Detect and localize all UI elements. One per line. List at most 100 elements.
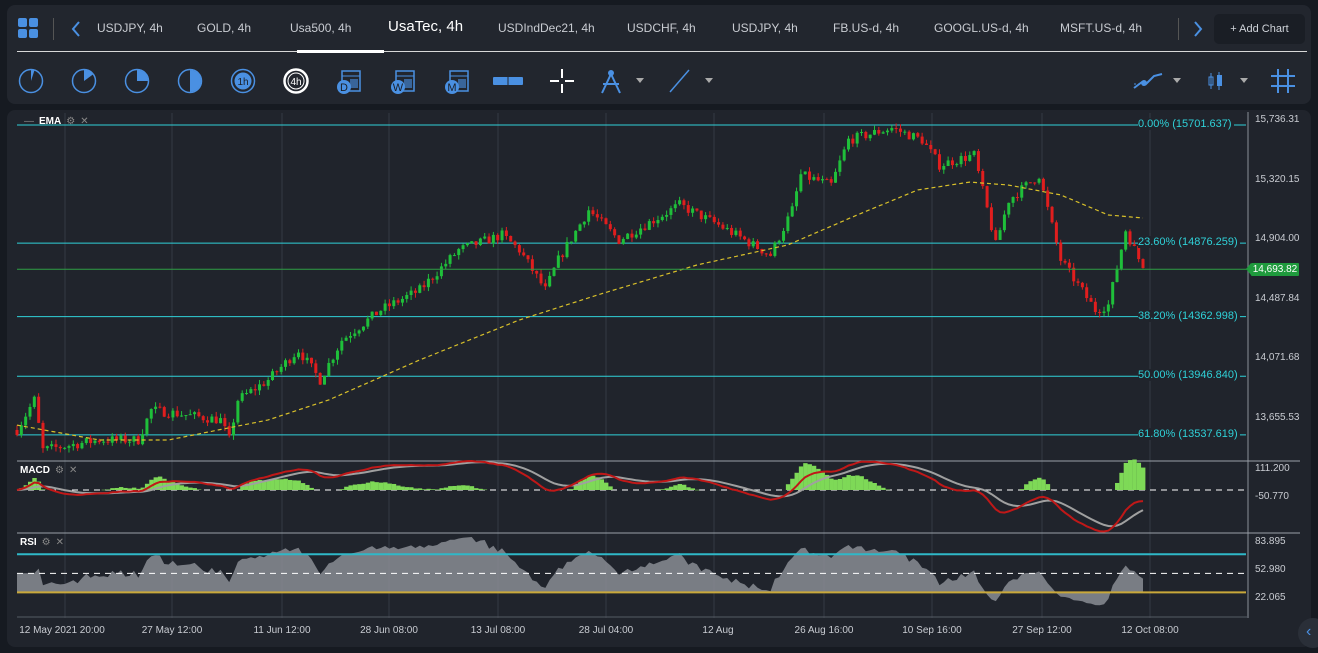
candle[interactable] <box>171 410 175 418</box>
candle[interactable] <box>188 414 192 416</box>
candle[interactable] <box>197 412 201 417</box>
candle[interactable] <box>54 444 58 447</box>
candle[interactable] <box>340 340 344 351</box>
candle[interactable] <box>734 230 738 235</box>
candle[interactable] <box>1141 259 1145 268</box>
candle[interactable] <box>145 418 149 435</box>
candle[interactable] <box>193 412 197 415</box>
candle[interactable] <box>258 384 262 391</box>
candle[interactable] <box>1007 202 1011 215</box>
candle[interactable] <box>314 363 318 373</box>
candle[interactable] <box>154 406 158 409</box>
candle[interactable] <box>63 447 67 449</box>
candle[interactable] <box>67 446 71 448</box>
candle[interactable] <box>1098 311 1102 313</box>
candle[interactable] <box>1020 185 1024 198</box>
candle[interactable] <box>903 131 907 133</box>
candle[interactable] <box>669 208 673 215</box>
candle[interactable] <box>877 130 881 134</box>
candle[interactable] <box>1128 231 1132 245</box>
line-tool-icon[interactable] <box>664 65 696 97</box>
candle[interactable] <box>643 228 647 230</box>
candle[interactable] <box>344 337 348 341</box>
candle[interactable] <box>275 371 279 373</box>
candle[interactable] <box>1054 222 1058 243</box>
candle[interactable] <box>682 200 686 206</box>
candle[interactable] <box>461 245 465 250</box>
candle[interactable] <box>1102 311 1106 313</box>
candle[interactable] <box>1046 190 1050 207</box>
candle[interactable] <box>219 418 223 424</box>
compass-icon[interactable] <box>595 65 627 97</box>
candle[interactable] <box>24 416 28 426</box>
candle[interactable] <box>569 241 573 243</box>
candle[interactable] <box>1119 249 1123 269</box>
candle[interactable] <box>418 285 422 293</box>
candle[interactable] <box>1072 267 1076 282</box>
candle[interactable] <box>717 222 721 225</box>
candle[interactable] <box>487 236 491 244</box>
candle[interactable] <box>1050 206 1054 223</box>
timeframe-m-button[interactable]: M <box>443 67 471 95</box>
candle[interactable] <box>158 406 162 408</box>
candle[interactable] <box>1033 182 1037 184</box>
crosshair-icon[interactable] <box>546 65 578 97</box>
candle[interactable] <box>799 174 803 192</box>
candle[interactable] <box>1080 282 1084 288</box>
candle[interactable] <box>132 436 136 442</box>
candle[interactable] <box>613 229 617 236</box>
tab-fb[interactable]: FB.US-d, 4h <box>833 21 900 35</box>
candle[interactable] <box>639 228 643 235</box>
candle[interactable] <box>890 128 894 131</box>
candle[interactable] <box>721 224 725 229</box>
tab-usdjpy[interactable]: USDJPY, 4h <box>97 21 163 35</box>
candle[interactable] <box>37 396 41 423</box>
candle[interactable] <box>543 283 547 287</box>
candle[interactable] <box>19 425 23 435</box>
candle[interactable] <box>80 442 84 449</box>
candle[interactable] <box>652 221 656 224</box>
tab-googl[interactable]: GOOGL.US-d, 4h <box>934 21 1029 35</box>
candle[interactable] <box>1085 287 1089 299</box>
candle[interactable] <box>400 298 404 303</box>
candle[interactable] <box>712 216 716 223</box>
timeframe-w-button[interactable]: W <box>389 67 417 95</box>
candle[interactable] <box>795 191 799 207</box>
candle[interactable] <box>206 420 210 423</box>
candle[interactable] <box>353 333 357 337</box>
tab-usatec[interactable]: UsaTec, 4h <box>388 18 464 35</box>
candle[interactable] <box>405 295 409 299</box>
candle[interactable] <box>93 440 97 444</box>
candle[interactable] <box>872 130 876 135</box>
candle[interactable] <box>782 230 786 241</box>
candle[interactable] <box>1115 268 1119 283</box>
candle[interactable] <box>106 441 110 443</box>
tab-usdinddec21[interactable]: USDIndDec21, 4h <box>498 21 595 35</box>
candle[interactable] <box>933 149 937 155</box>
chevron-left-icon[interactable] <box>69 19 83 39</box>
candle[interactable] <box>929 144 933 150</box>
candle[interactable] <box>1137 245 1141 260</box>
candle[interactable] <box>413 290 417 293</box>
candle[interactable] <box>855 132 859 144</box>
candle[interactable] <box>236 400 240 423</box>
candle[interactable] <box>444 263 448 267</box>
tab-usa500[interactable]: Usa500, 4h <box>290 21 352 35</box>
candle[interactable] <box>474 241 478 246</box>
candle[interactable] <box>578 224 582 231</box>
candle[interactable] <box>1011 197 1015 203</box>
candle[interactable] <box>604 218 608 225</box>
dropdown-arrow-icon[interactable] <box>1228 65 1260 97</box>
candle[interactable] <box>743 236 747 240</box>
candle[interactable] <box>552 267 556 276</box>
candle[interactable] <box>548 275 552 287</box>
candle[interactable] <box>409 290 413 296</box>
candle[interactable] <box>665 214 669 217</box>
close-icon[interactable]: ✕ <box>80 116 89 127</box>
candle[interactable] <box>582 221 586 225</box>
candle[interactable] <box>210 416 214 423</box>
candle[interactable] <box>331 359 335 363</box>
candle[interactable] <box>1111 282 1115 305</box>
candle[interactable] <box>834 171 838 183</box>
candle[interactable] <box>284 360 288 367</box>
